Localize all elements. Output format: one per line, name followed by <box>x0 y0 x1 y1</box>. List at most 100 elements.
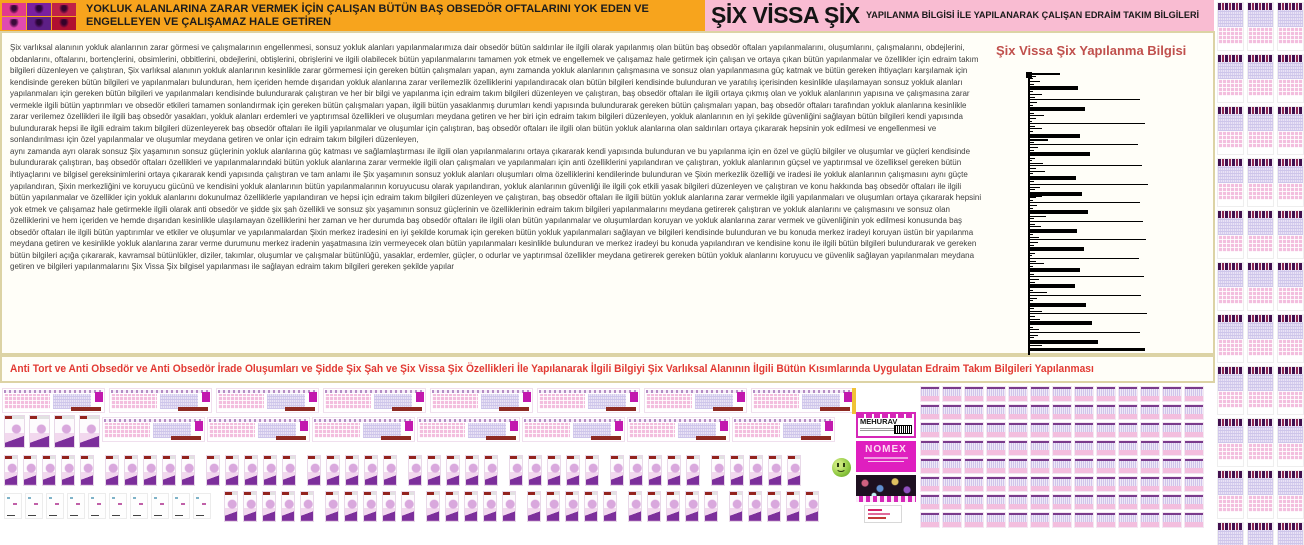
portrait-thumbnail[interactable] <box>345 455 359 486</box>
tiny-thumbnail[interactable] <box>1140 476 1160 492</box>
document-thumbnail[interactable] <box>1217 54 1244 103</box>
tiny-thumbnail[interactable] <box>1184 440 1204 456</box>
portrait-thumbnail[interactable] <box>628 491 642 522</box>
tiny-thumbnail[interactable] <box>920 494 940 510</box>
portrait-thumbnail[interactable] <box>565 491 579 522</box>
tiny-thumbnail[interactable] <box>1030 404 1050 420</box>
portrait-thumbnail[interactable] <box>29 415 50 448</box>
portrait-thumbnail[interactable] <box>686 455 700 486</box>
tiny-thumbnail[interactable] <box>920 512 940 528</box>
document-thumbnail[interactable] <box>1217 158 1244 207</box>
pale-thumbnail[interactable] <box>130 493 148 519</box>
portrait-thumbnail[interactable] <box>749 455 763 486</box>
wide-thumbnail[interactable] <box>102 417 205 442</box>
portrait-thumbnail[interactable] <box>610 455 624 486</box>
pale-thumbnail[interactable] <box>46 493 64 519</box>
promo-card-collage[interactable] <box>856 475 916 502</box>
tiny-thumbnail[interactable] <box>942 512 962 528</box>
pale-thumbnail[interactable] <box>172 493 190 519</box>
tiny-thumbnail[interactable] <box>986 512 1006 528</box>
wide-thumbnail[interactable] <box>522 417 625 442</box>
pale-thumbnail[interactable] <box>88 493 106 519</box>
tiny-thumbnail[interactable] <box>1184 422 1204 438</box>
tiny-thumbnail[interactable] <box>1118 422 1138 438</box>
portrait-thumbnail[interactable] <box>181 455 195 486</box>
tiny-thumbnail[interactable] <box>1162 404 1182 420</box>
portrait-thumbnail[interactable] <box>243 491 257 522</box>
tiny-thumbnail[interactable] <box>1184 494 1204 510</box>
portrait-thumbnail[interactable] <box>729 491 743 522</box>
portrait-thumbnail[interactable] <box>805 491 819 522</box>
portrait-thumbnail[interactable] <box>80 455 94 486</box>
portrait-thumbnail[interactable] <box>502 491 516 522</box>
document-thumbnail[interactable] <box>1247 106 1274 155</box>
document-thumbnail[interactable] <box>1247 314 1274 363</box>
tiny-thumbnail[interactable] <box>1118 494 1138 510</box>
tiny-thumbnail[interactable] <box>942 494 962 510</box>
portrait-thumbnail[interactable] <box>767 491 781 522</box>
tiny-thumbnail[interactable] <box>1184 458 1204 474</box>
portrait-thumbnail[interactable] <box>527 491 541 522</box>
document-thumbnail[interactable] <box>1277 418 1304 467</box>
pale-thumbnail[interactable] <box>151 493 169 519</box>
document-thumbnail[interactable] <box>1247 470 1274 519</box>
pale-thumbnail[interactable] <box>25 493 43 519</box>
tiny-thumbnail[interactable] <box>1030 476 1050 492</box>
document-thumbnail[interactable] <box>1277 470 1304 519</box>
tiny-thumbnail[interactable] <box>964 422 984 438</box>
tiny-thumbnail[interactable] <box>942 440 962 456</box>
tiny-thumbnail[interactable] <box>1118 404 1138 420</box>
portrait-thumbnail[interactable] <box>79 415 100 448</box>
tiny-thumbnail[interactable] <box>1096 476 1116 492</box>
portrait-thumbnail[interactable] <box>105 455 119 486</box>
portrait-thumbnail[interactable] <box>282 455 296 486</box>
wide-thumbnail[interactable] <box>312 417 415 442</box>
tiny-thumbnail[interactable] <box>1118 476 1138 492</box>
portrait-thumbnail[interactable] <box>225 455 239 486</box>
tiny-thumbnail[interactable] <box>986 458 1006 474</box>
portrait-thumbnail[interactable] <box>224 491 238 522</box>
tiny-thumbnail[interactable] <box>986 386 1006 402</box>
tiny-thumbnail[interactable] <box>1030 494 1050 510</box>
portrait-thumbnail[interactable] <box>666 491 680 522</box>
pale-thumbnail[interactable] <box>109 493 127 519</box>
document-thumbnail[interactable] <box>1277 366 1304 415</box>
portrait-thumbnail[interactable] <box>704 491 718 522</box>
document-thumbnail[interactable] <box>1277 314 1304 363</box>
tiny-thumbnail[interactable] <box>1140 440 1160 456</box>
tiny-thumbnail[interactable] <box>1074 422 1094 438</box>
tiny-thumbnail[interactable] <box>1140 386 1160 402</box>
tiny-thumbnail[interactable] <box>1074 494 1094 510</box>
tiny-thumbnail[interactable] <box>1162 476 1182 492</box>
portrait-thumbnail[interactable] <box>364 455 378 486</box>
portrait-thumbnail[interactable] <box>748 491 762 522</box>
portrait-thumbnail[interactable] <box>206 455 220 486</box>
tiny-thumbnail[interactable] <box>964 440 984 456</box>
tiny-thumbnail[interactable] <box>920 476 940 492</box>
portrait-thumbnail[interactable] <box>566 455 580 486</box>
document-thumbnail[interactable] <box>1217 418 1244 467</box>
tiny-thumbnail[interactable] <box>1118 458 1138 474</box>
tiny-thumbnail[interactable] <box>1162 512 1182 528</box>
tiny-thumbnail[interactable] <box>964 458 984 474</box>
tiny-thumbnail[interactable] <box>1162 458 1182 474</box>
portrait-thumbnail[interactable] <box>344 491 358 522</box>
wide-thumbnail[interactable] <box>627 417 730 442</box>
tiny-thumbnail[interactable] <box>964 476 984 492</box>
portrait-thumbnail[interactable] <box>383 455 397 486</box>
portrait-thumbnail[interactable] <box>528 455 542 486</box>
document-thumbnail[interactable] <box>1247 2 1274 51</box>
tiny-thumbnail[interactable] <box>986 494 1006 510</box>
tiny-thumbnail[interactable] <box>964 494 984 510</box>
wide-thumbnail[interactable] <box>2 388 105 413</box>
portrait-thumbnail[interactable] <box>300 491 314 522</box>
wide-thumbnail[interactable] <box>216 388 319 413</box>
wide-thumbnail[interactable] <box>207 417 310 442</box>
wide-thumbnail[interactable] <box>109 388 212 413</box>
tiny-thumbnail[interactable] <box>1096 458 1116 474</box>
tiny-thumbnail[interactable] <box>1118 440 1138 456</box>
tiny-thumbnail[interactable] <box>1140 404 1160 420</box>
portrait-thumbnail[interactable] <box>262 491 276 522</box>
portrait-thumbnail[interactable] <box>445 491 459 522</box>
portrait-thumbnail[interactable] <box>730 455 744 486</box>
